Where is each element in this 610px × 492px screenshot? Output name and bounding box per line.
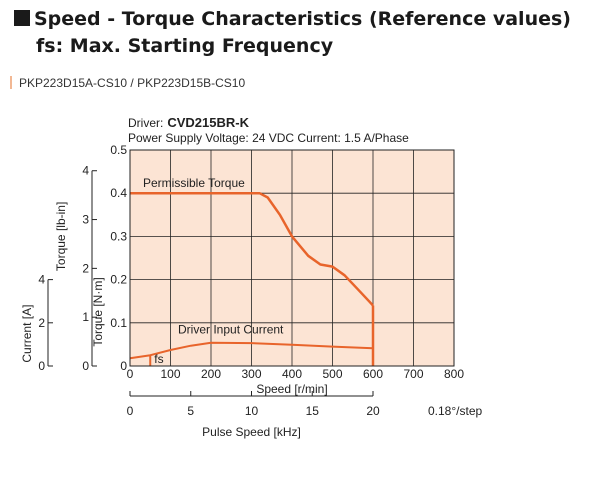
y-tick-label-lbin: 1 — [82, 310, 89, 324]
power-conditions: Power Supply Voltage: 24 VDC Current: 1.… — [128, 131, 409, 145]
x-tick-label: 0 — [127, 367, 134, 381]
page-title-text: Speed - Torque Characteristics (Referenc… — [34, 8, 571, 30]
y-tick-label-nm: 0.5 — [110, 143, 127, 157]
x2-tick-label: 0 — [127, 404, 134, 418]
x-tick-label: 200 — [201, 367, 221, 381]
y-tick-label-current: 0 — [38, 359, 45, 373]
y-tick-label-current: 4 — [38, 273, 45, 287]
page-subtitle: fs: Max. Starting Frequency — [36, 35, 334, 57]
y-axis-title-lbin: Torque [lb-in] — [54, 202, 68, 271]
y-tick-label-current: 2 — [38, 316, 45, 330]
x-tick-label: 400 — [282, 367, 302, 381]
model-marker-icon — [10, 76, 12, 89]
y-tick-label-lbin: 4 — [82, 164, 89, 178]
x-tick-label: 600 — [363, 367, 383, 381]
y-tick-label-nm: 0 — [120, 359, 127, 373]
x-axis-title: Speed [r/min] — [256, 382, 327, 396]
square-bullet-icon — [14, 10, 30, 26]
series-label-permissible-torque: Permissible Torque — [143, 176, 245, 190]
y-axis-title-nm: Torque [N·m] — [91, 277, 105, 346]
y-tick-label-nm: 0.2 — [110, 273, 127, 287]
y-tick-label-lbin: 0 — [82, 359, 89, 373]
x2-axis-title: Pulse Speed [kHz] — [202, 425, 301, 439]
grid-lines — [130, 150, 454, 366]
y-tick-label-nm: 0.4 — [110, 186, 127, 200]
series-driver-input-current-line — [129, 341, 374, 360]
y-tick-label-nm: 0.1 — [110, 316, 127, 330]
x2-tick-label: 15 — [306, 404, 320, 418]
x-tick-label: 300 — [241, 367, 261, 381]
model-name: PKP223D15A-CS10 / PKP223D15B-CS10 — [19, 76, 246, 90]
driver-name: CVD215BR-K — [167, 115, 249, 130]
driver-label: Driver: — [128, 116, 163, 130]
x-tick-label: 800 — [444, 367, 464, 381]
x2-tick-label: 20 — [366, 404, 380, 418]
x2-unit-label: 0.18°/step — [428, 404, 482, 418]
series-label-driver-input-current: Driver Input Current — [178, 323, 284, 337]
model-line: PKP223D15A-CS10 / PKP223D15B-CS10 — [10, 76, 245, 90]
x-tick-label: 500 — [322, 367, 342, 381]
y-tick-label-lbin: 2 — [82, 261, 89, 275]
y-tick-label-nm: 0.3 — [110, 229, 127, 243]
page-title: Speed - Torque Characteristics (Referenc… — [14, 6, 571, 33]
driver-line: Driver: CVD215BR-K — [128, 115, 250, 130]
x2-tick-label: 5 — [187, 404, 194, 418]
x-tick-label: 700 — [403, 367, 423, 381]
fs-label: fs — [154, 352, 163, 366]
series-permissible-torque-line — [130, 191, 374, 307]
x-tick-label: 100 — [160, 367, 180, 381]
y-axis-title-current: Current [A] — [20, 305, 34, 363]
series-layer: fs Permissible Torque Driver Input Current — [129, 176, 375, 366]
x2-tick-label: 10 — [245, 404, 259, 418]
plot-frame — [129, 149, 455, 367]
y-tick-label-lbin: 3 — [82, 213, 89, 227]
